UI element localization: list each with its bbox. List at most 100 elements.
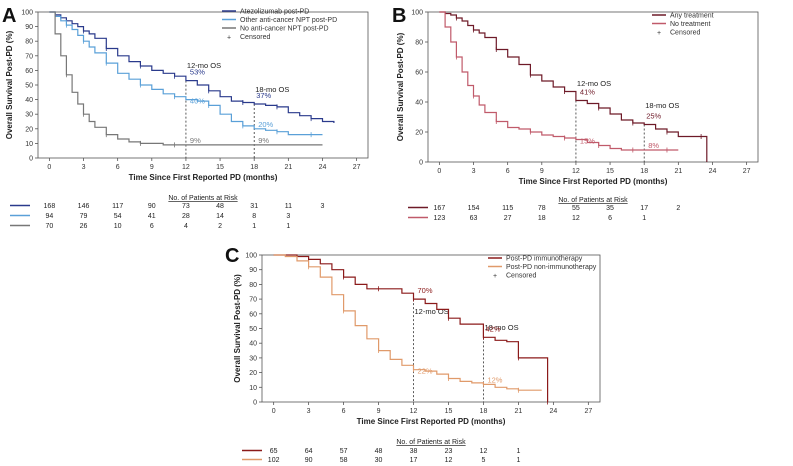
- risk-count: 167: [434, 205, 446, 212]
- y-tick-label: 80: [25, 39, 33, 46]
- km-curve: [439, 11, 708, 162]
- x-tick-label: 9: [150, 164, 154, 171]
- km-curve: [49, 11, 335, 123]
- x-axis-title: Time Since First Reported PD (months): [519, 177, 668, 186]
- km-curve: [439, 11, 679, 151]
- risk-count: 14: [216, 213, 224, 220]
- risk-count: 41: [148, 213, 156, 220]
- x-tick-label: 27: [743, 168, 751, 175]
- risk-count: 70: [45, 223, 53, 230]
- y-tick-label: 20: [25, 126, 33, 133]
- os-pct-label: 20%: [258, 120, 273, 129]
- risk-count: 18: [538, 215, 546, 222]
- risk-count: 54: [114, 213, 122, 220]
- risk-count: 73: [182, 203, 190, 210]
- y-tick-label: 60: [25, 68, 33, 75]
- censored-marker-icon: +: [657, 30, 661, 37]
- y-axis-title: Overall Survival Post-PD (%): [396, 32, 405, 141]
- os-pct-label: 22%: [418, 367, 433, 376]
- risk-count: 3: [321, 203, 325, 210]
- risk-count: 10: [114, 223, 122, 230]
- x-axis-title: Time Since First Reported PD (months): [129, 173, 278, 182]
- y-tick-label: 80: [249, 282, 257, 289]
- risk-count: 1: [516, 448, 520, 455]
- x-tick-label: 0: [47, 164, 51, 171]
- y-tick-label: 40: [25, 97, 33, 104]
- risk-count: 27: [504, 215, 512, 222]
- risk-table-title: No. of Patients at Risk: [168, 195, 238, 202]
- y-tick-label: 100: [21, 10, 33, 17]
- os-pct-label: 41%: [580, 88, 595, 97]
- x-tick-label: 18: [480, 408, 488, 415]
- risk-count: 168: [44, 203, 56, 210]
- legend-label: Other anti-cancer NPT post-PD: [240, 17, 337, 24]
- milestone-label: 12-mo OS: [577, 79, 611, 88]
- x-tick-label: 6: [342, 408, 346, 415]
- y-tick-label: 80: [415, 40, 423, 47]
- legend-label: Post-PD non-immunotherapy: [506, 264, 597, 271]
- y-tick-label: 0: [253, 400, 257, 407]
- x-tick-label: 6: [116, 164, 120, 171]
- risk-count: 31: [250, 203, 258, 210]
- x-tick-label: 21: [515, 408, 523, 415]
- risk-count: 146: [78, 203, 90, 210]
- y-tick-label: 100: [245, 253, 257, 260]
- os-pct-label: 53%: [190, 68, 205, 77]
- y-tick-label: 20: [415, 130, 423, 137]
- risk-count: 154: [468, 205, 480, 212]
- risk-count: 55: [572, 205, 580, 212]
- risk-count: 38: [410, 448, 418, 455]
- os-pct-label: 40%: [190, 97, 205, 106]
- km-curve: [49, 11, 323, 136]
- risk-count: 65: [270, 448, 278, 455]
- y-tick-label: 90: [249, 267, 257, 274]
- os-pct-label: 9%: [190, 136, 201, 145]
- milestone-label: 18-mo OS: [255, 85, 289, 94]
- x-tick-label: 12: [182, 164, 190, 171]
- y-tick-label: 30: [25, 112, 33, 119]
- legend-label: Censored: [506, 273, 536, 280]
- risk-count: 35: [606, 205, 614, 212]
- x-axis-title: Time Since First Reported PD (months): [357, 417, 506, 426]
- y-tick-label: 0: [29, 156, 33, 163]
- os-pct-label: 70%: [418, 286, 433, 295]
- risk-count: 17: [410, 457, 418, 464]
- y-tick-label: 10: [249, 385, 257, 392]
- risk-count: 48: [375, 448, 383, 455]
- y-tick-label: 40: [415, 100, 423, 107]
- risk-count: 12: [480, 448, 488, 455]
- os-pct-label: 25%: [646, 112, 661, 121]
- risk-count: 23: [445, 448, 453, 455]
- risk-count: 1: [252, 223, 256, 230]
- x-tick-label: 27: [353, 164, 361, 171]
- panel-letter: C: [225, 245, 239, 267]
- os-pct-label: 9%: [258, 136, 269, 145]
- legend-label: No anti-cancer NPT post-PD: [240, 26, 329, 33]
- legend-label: Censored: [240, 34, 270, 41]
- risk-count: 90: [148, 203, 156, 210]
- risk-count: 6: [608, 215, 612, 222]
- risk-count: 117: [112, 203, 123, 210]
- risk-count: 17: [640, 205, 648, 212]
- risk-count: 57: [340, 448, 348, 455]
- risk-count: 26: [80, 223, 88, 230]
- y-tick-label: 40: [249, 341, 257, 348]
- risk-count: 64: [305, 448, 313, 455]
- risk-count: 4: [184, 223, 188, 230]
- risk-count: 63: [470, 215, 478, 222]
- x-tick-label: 15: [216, 164, 224, 171]
- y-tick-label: 70: [25, 53, 33, 60]
- y-tick-label: 10: [25, 141, 33, 148]
- y-tick-label: 30: [249, 355, 257, 362]
- risk-table-title: No. of Patients at Risk: [558, 197, 628, 204]
- risk-count: 30: [375, 457, 383, 464]
- risk-count: 115: [502, 205, 513, 212]
- y-tick-label: 100: [411, 10, 423, 17]
- risk-count: 123: [434, 215, 446, 222]
- risk-count: 28: [182, 213, 190, 220]
- risk-count: 2: [218, 223, 222, 230]
- x-tick-label: 21: [284, 164, 292, 171]
